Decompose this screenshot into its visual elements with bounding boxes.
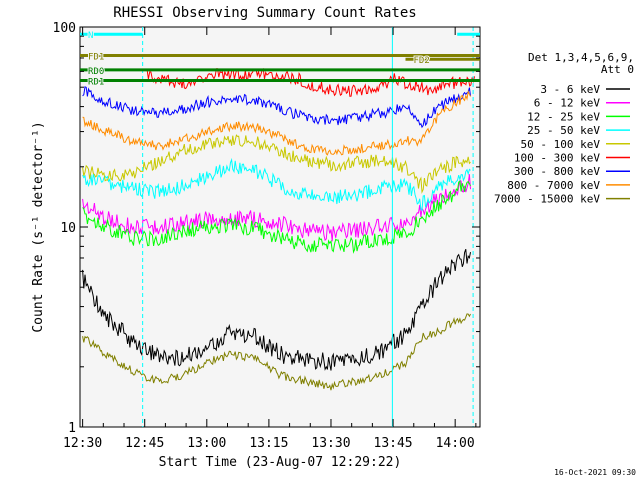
series-line <box>82 134 471 194</box>
series-line <box>82 86 471 129</box>
state-bar-label: RD0 <box>88 67 104 77</box>
legend-entry-label: 3 - 6 keV <box>540 83 600 96</box>
x-tick-label: 13:45 <box>374 436 413 451</box>
legend-title: Det 1,3,4,5,6,9, <box>528 51 634 64</box>
series-line <box>82 313 471 391</box>
x-tick-label: 13:00 <box>187 436 226 451</box>
series-line <box>82 249 471 371</box>
series-line <box>82 180 471 254</box>
series-line <box>82 174 471 242</box>
legend-entry-label: 6 - 12 keV <box>534 97 601 110</box>
y-tick-label: 10 <box>60 221 76 236</box>
legend-entry-label: 100 - 300 keV <box>514 152 600 165</box>
timestamp-label: 16-Oct-2021 09:30 <box>554 468 636 477</box>
x-tick-label: 12:45 <box>125 436 164 451</box>
state-bar-label: FD2 <box>413 56 429 66</box>
series-line <box>144 68 476 97</box>
legend-title: Att 0 <box>601 63 634 76</box>
x-tick-label: 13:30 <box>311 436 350 451</box>
x-tick-label: 13:15 <box>249 436 288 451</box>
plot-area <box>79 26 481 428</box>
x-tick-label: 12:30 <box>63 436 102 451</box>
x-tick-label: 14:00 <box>436 436 475 451</box>
series-line <box>82 89 471 156</box>
chart-title: RHESSI Observing Summary Count Rates <box>113 5 416 21</box>
series-line <box>82 157 471 212</box>
legend-entry-label: 12 - 25 keV <box>527 110 600 123</box>
legend-entry-label: 25 - 50 keV <box>527 124 600 137</box>
legend-entry-label: 800 - 7000 keV <box>507 179 600 192</box>
state-bar-label: RD1 <box>88 78 104 88</box>
state-bar-label: N <box>88 31 93 41</box>
legend-entry-label: 7000 - 15000 keV <box>494 193 600 206</box>
series-layer <box>82 68 476 391</box>
x-axis-label: Start Time (23-Aug-07 12:29:22) <box>159 455 402 470</box>
y-axis-label: Count Rate (s⁻¹ detector⁻¹) <box>31 121 46 332</box>
axes: 1 10 100 12:30 12:45 13:00 13:15 13:30 13:45 14:0… <box>53 21 480 451</box>
legend-entry-label: 300 - 800 keV <box>514 165 600 178</box>
y-tick-label: 1 <box>68 421 76 436</box>
y-tick-label: 100 <box>53 21 76 36</box>
legend-entry-label: 50 - 100 keV <box>521 138 601 151</box>
state-bar-label: FD1 <box>88 53 104 63</box>
